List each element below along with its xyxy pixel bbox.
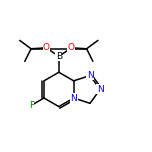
Text: O: O [68,43,75,52]
Text: F: F [29,101,34,110]
Text: B: B [56,52,62,61]
Text: O: O [43,43,50,52]
Text: N: N [97,85,104,94]
Text: N: N [70,93,77,102]
Text: N: N [87,71,93,80]
